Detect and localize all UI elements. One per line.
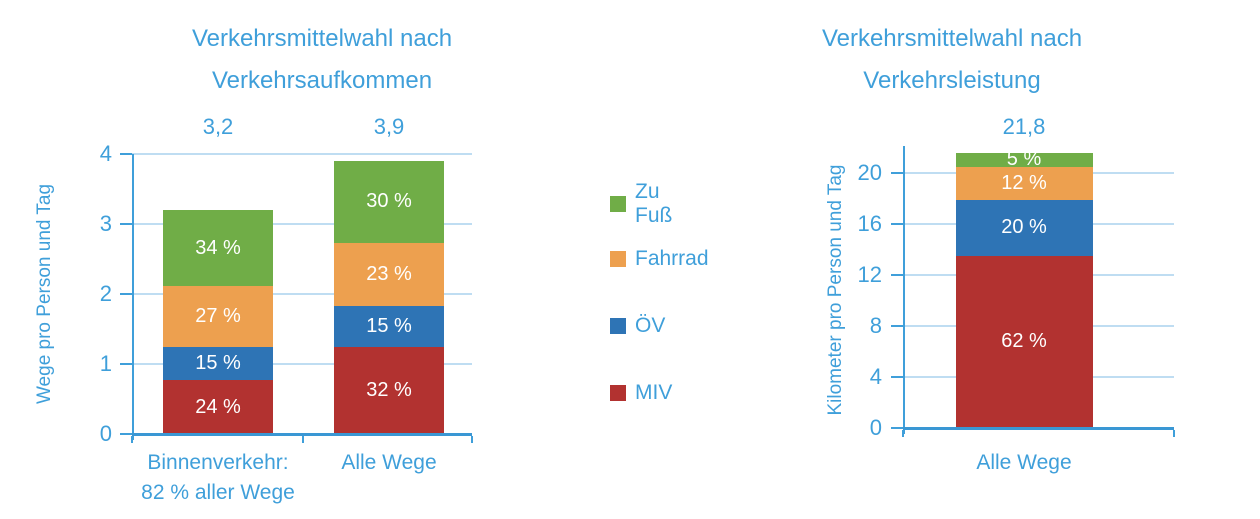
bar-segment-label: 32 % bbox=[366, 378, 412, 401]
legend-label: Zu Fuß bbox=[635, 180, 673, 227]
x-axis-label: Alle Wege bbox=[976, 448, 1071, 478]
right-chart-title-line1: Verkehrsmittelwahl nach bbox=[821, 25, 1083, 52]
y-tick-label: 20 bbox=[857, 160, 882, 185]
y-tick-mark bbox=[891, 274, 903, 276]
y-tick-mark bbox=[891, 223, 903, 225]
bar-segment-oev: 20 % bbox=[955, 200, 1093, 256]
y-tick-mark bbox=[891, 172, 903, 174]
bar-segment-label: 27 % bbox=[195, 304, 241, 327]
y-tick-label: 0 bbox=[99, 421, 112, 446]
bar-segment-fahrrad: 12 % bbox=[955, 166, 1093, 201]
legend-swatch-oev-icon bbox=[610, 318, 626, 334]
x-axis-tick-mark bbox=[902, 430, 904, 437]
left-chart-title-line1: Verkehrsmittelwahl nach bbox=[191, 25, 453, 52]
y-tick-label: 2 bbox=[99, 281, 112, 306]
gridline bbox=[132, 293, 472, 295]
y-tick-mark bbox=[120, 223, 132, 225]
gridline bbox=[132, 153, 472, 155]
y-tick-label: 4 bbox=[99, 141, 112, 166]
x-axis-tick-mark bbox=[131, 436, 133, 443]
y-tick-mark bbox=[891, 325, 903, 327]
y-tick-label: 12 bbox=[857, 262, 882, 287]
bar-segment-miv: 32 % bbox=[334, 346, 444, 434]
right-chart-title-line2: Verkehrsleistung bbox=[863, 67, 1041, 94]
bar-segment-label: 20 % bbox=[1001, 216, 1047, 239]
bar-total-label: 3,2 bbox=[202, 114, 234, 139]
x-axis-label-line: Binnenverkehr: bbox=[147, 451, 289, 474]
bar-segment-oev: 15 % bbox=[163, 346, 273, 381]
y-tick-mark bbox=[120, 153, 132, 155]
y-axis-line bbox=[132, 154, 134, 440]
bar-segment-oev: 15 % bbox=[334, 305, 444, 347]
y-tick-label: 16 bbox=[857, 211, 882, 236]
y-tick-mark bbox=[891, 427, 903, 429]
left-chart-title: Verkehrsmittelwahl nach Verkehrsaufkomme… bbox=[122, 18, 522, 102]
legend-swatch-fahrrad-icon bbox=[610, 251, 626, 267]
bar-segment-label: 12 % bbox=[1001, 171, 1047, 194]
gridline bbox=[132, 363, 472, 365]
y-tick-label: 8 bbox=[869, 313, 882, 338]
legend-swatch-zu_fuss-icon bbox=[610, 196, 626, 212]
x-axis-label-line: 82 % aller Wege bbox=[141, 481, 295, 504]
bar-segment-label: 62 % bbox=[1001, 330, 1047, 353]
legend-swatch-miv-icon bbox=[610, 385, 626, 401]
y-tick-label: 1 bbox=[99, 351, 112, 376]
y-axis-line bbox=[903, 146, 905, 434]
x-axis-label: Binnenverkehr: 82 % aller Wege bbox=[141, 448, 295, 508]
y-tick-mark bbox=[120, 293, 132, 295]
x-axis-tick-mark bbox=[1173, 430, 1175, 437]
bar-segment-miv: 62 % bbox=[955, 255, 1093, 428]
x-axis-label-line: Alle Wege bbox=[976, 451, 1072, 474]
legend-item-zu_fuss: Zu Fuß bbox=[610, 180, 672, 228]
legend-item-oev: ÖV bbox=[610, 314, 665, 338]
x-axis-label-line: Alle Wege bbox=[341, 451, 437, 474]
y-tick-mark bbox=[891, 376, 903, 378]
bar-segment-zu_fuss: 5 % bbox=[955, 148, 1093, 170]
y-tick-mark bbox=[120, 363, 132, 365]
x-axis-tick-mark bbox=[471, 436, 473, 443]
bar-segment-label: 5 % bbox=[1006, 148, 1042, 171]
y-tick-label: 0 bbox=[869, 415, 882, 440]
x-axis-line bbox=[132, 433, 472, 436]
right-chart-title: Verkehrsmittelwahl nach Verkehrsleistung bbox=[752, 18, 1152, 102]
y-tick-mark bbox=[120, 433, 132, 435]
bar-segment-miv: 24 % bbox=[163, 380, 273, 434]
bar-segment-zu_fuss: 30 % bbox=[334, 161, 444, 243]
legend-label: MIV bbox=[635, 381, 673, 404]
bar-segment-label: 34 % bbox=[195, 236, 241, 259]
bar-segment-label: 30 % bbox=[366, 190, 412, 213]
x-axis-line bbox=[903, 427, 1174, 430]
bar-segment-label: 15 % bbox=[366, 314, 412, 337]
bar-total-label: 3,9 bbox=[373, 114, 405, 139]
legend-label: Fahrrad bbox=[635, 247, 709, 270]
bar-segment-fahrrad: 23 % bbox=[334, 242, 444, 306]
legend-item-fahrrad: Fahrrad bbox=[610, 247, 709, 271]
y-tick-label: 4 bbox=[869, 364, 882, 389]
bar-segment-label: 15 % bbox=[195, 351, 241, 374]
left-chart-title-line2: Verkehrsaufkommen bbox=[211, 67, 433, 94]
legend-item-miv: MIV bbox=[610, 381, 672, 405]
x-axis-tick-mark bbox=[302, 436, 304, 443]
bar-segment-fahrrad: 27 % bbox=[163, 286, 273, 347]
y-tick-label: 3 bbox=[99, 211, 112, 236]
legend-label: ÖV bbox=[635, 314, 666, 337]
bar-segment-label: 24 % bbox=[195, 395, 241, 418]
bar-segment-label: 23 % bbox=[366, 262, 412, 285]
x-axis-label: Alle Wege bbox=[341, 448, 436, 478]
bar-segment-zu_fuss: 34 % bbox=[163, 210, 273, 287]
gridline bbox=[132, 223, 472, 225]
bar-total-label: 21,8 bbox=[1002, 114, 1046, 139]
